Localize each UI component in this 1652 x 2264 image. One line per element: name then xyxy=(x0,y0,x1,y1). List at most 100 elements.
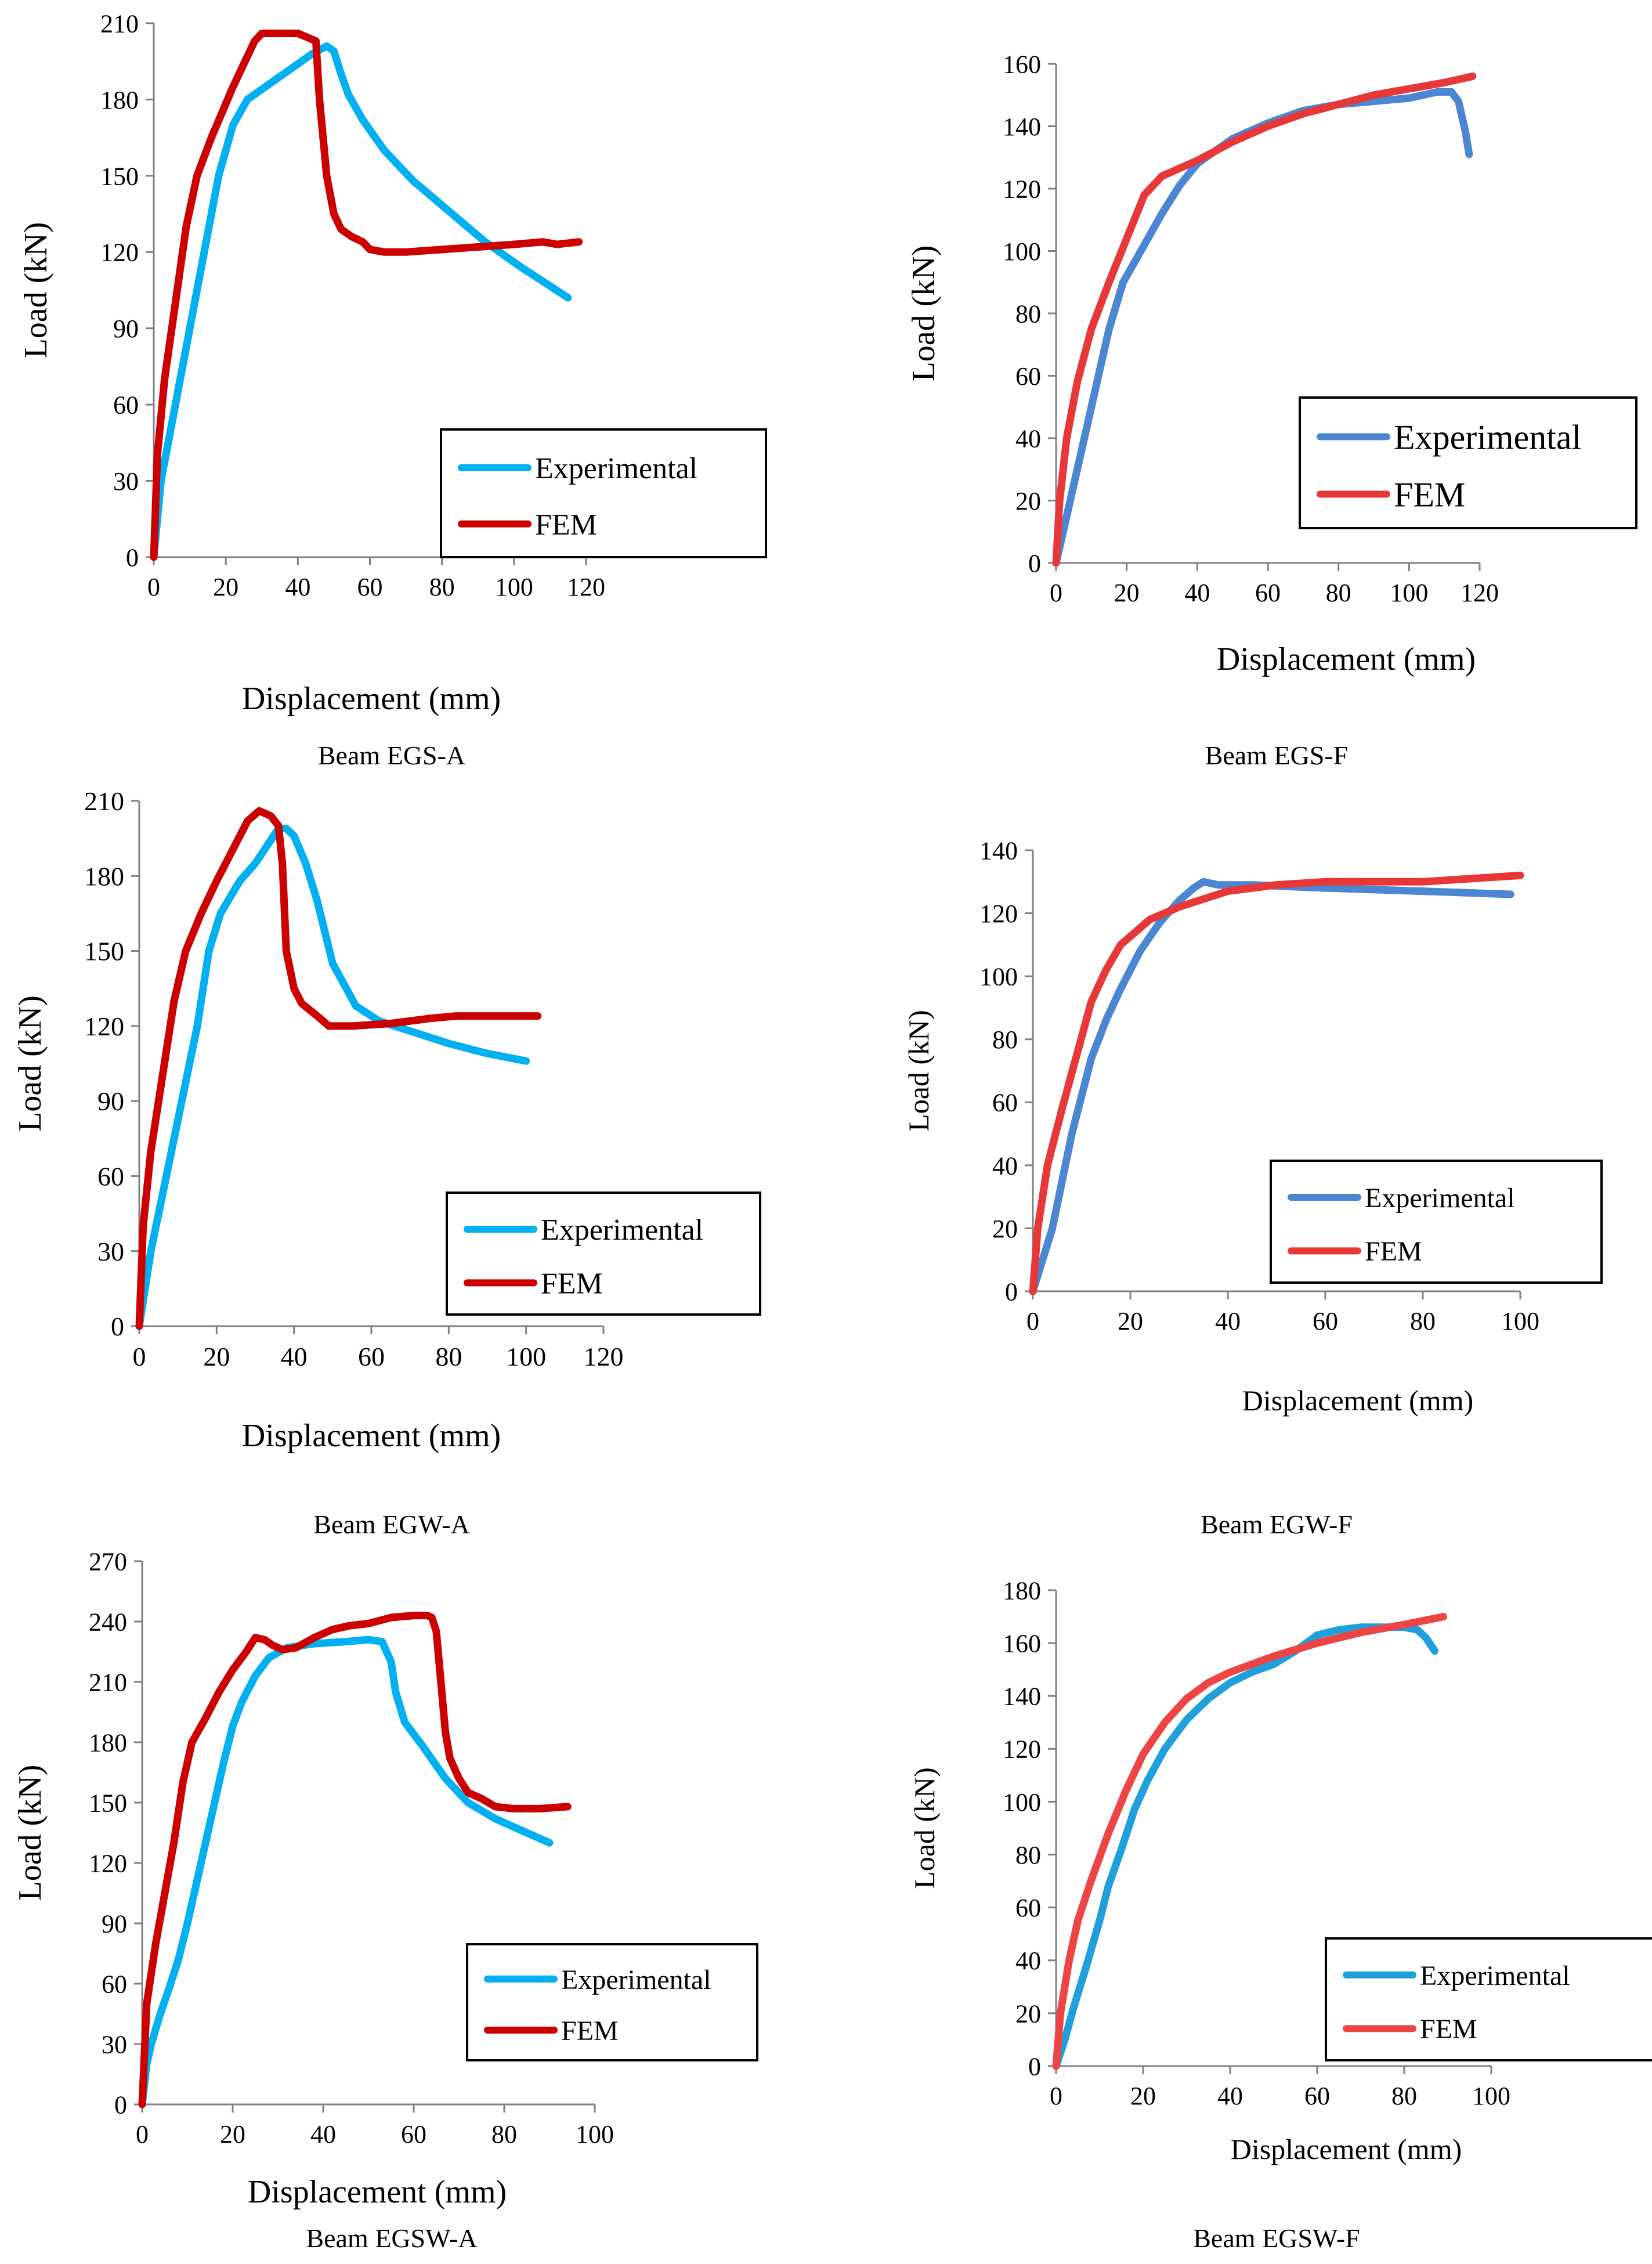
series-fem-line xyxy=(138,1612,572,2108)
x-axis-label: Displacement (mm) xyxy=(242,681,501,717)
x-tick-label: 60 xyxy=(357,573,383,601)
y-tick-label: 180 xyxy=(100,86,139,114)
legend: Experimental FEM xyxy=(1299,396,1637,529)
y-tick-label: 270 xyxy=(89,1547,127,1576)
y-tick-label: 180 xyxy=(84,861,124,891)
y-tick-label: 0 xyxy=(111,1312,124,1341)
y-tick-label: 60 xyxy=(113,391,139,420)
y-tick-label: 120 xyxy=(89,1849,127,1877)
x-tick-label: 120 xyxy=(1461,579,1499,607)
x-tick-label: 0 xyxy=(133,1342,146,1371)
y-tick-label: 80 xyxy=(1015,299,1041,328)
legend-label-experimental: Experimental xyxy=(1365,1183,1515,1214)
legend-box xyxy=(1325,1937,1652,2061)
legend-label-experimental: Experimental xyxy=(535,452,697,485)
x-tick-label: 0 xyxy=(1026,1307,1039,1335)
chart-4: 0 20 40 60 80 100 120 140 0 20 40 60 80 100 Load (kN) D… xyxy=(902,836,1603,1417)
y-tick-label: 120 xyxy=(100,239,139,267)
legend: Experimental FEM xyxy=(446,1191,761,1316)
x-tick-label: 20 xyxy=(203,1342,230,1371)
x-axis-label: Displacement (mm) xyxy=(1242,1384,1474,1417)
y-tick-label: 0 xyxy=(126,543,139,572)
legend-label-fem: FEM xyxy=(1365,1236,1422,1267)
chart-caption: Beam EGW-A xyxy=(313,1510,470,1539)
y-tick-label: 60 xyxy=(97,1162,124,1191)
x-tick-label: 120 xyxy=(584,1342,624,1371)
x-tick-label: 80 xyxy=(429,573,455,601)
y-tick-label: 30 xyxy=(113,467,139,496)
y-tick-label: 0 xyxy=(1005,1277,1018,1306)
x-tick-label: 0 xyxy=(136,2120,149,2149)
legend-label-experimental: Experimental xyxy=(1420,1960,1570,1991)
x-tick-label: 100 xyxy=(1501,1307,1539,1335)
x-tick-label: 80 xyxy=(1410,1307,1436,1335)
x-tick-label: 80 xyxy=(491,2120,517,2149)
series-experimental-line xyxy=(138,1635,554,2108)
y-tick-label: 120 xyxy=(1003,1735,1041,1764)
x-tick-label: 100 xyxy=(1472,2082,1510,2110)
legend-label-fem: FEM xyxy=(1420,2014,1477,2045)
x-tick-label: 20 xyxy=(220,2120,245,2149)
y-tick-label: 100 xyxy=(1003,1788,1041,1817)
legend-label-fem: FEM xyxy=(541,1268,603,1301)
chart-6: 0 20 40 60 80 100 120 140 160 180 0 20 40 60 80 100 Load… xyxy=(908,1576,1652,2165)
legend-box xyxy=(440,428,767,558)
legend: Experimental FEM xyxy=(1270,1160,1603,1284)
chart-caption: Beam EGSW-A xyxy=(306,2223,478,2253)
y-tick-label: 140 xyxy=(1003,113,1041,141)
y-tick-label: 60 xyxy=(1015,362,1041,391)
y-tick-label: 120 xyxy=(84,1012,124,1041)
x-tick-label: 40 xyxy=(1217,2082,1243,2110)
x-tick-label: 80 xyxy=(1326,579,1351,607)
chart-5: 0 30 60 90 120 150 180 210 240 270 0 20 40 60 80 100 Loa… xyxy=(12,1547,758,2210)
legend-box xyxy=(446,1191,761,1316)
y-tick-label: 60 xyxy=(1015,1894,1041,1922)
y-tick-label: 120 xyxy=(1003,175,1041,203)
y-axis-label: Load (kN) xyxy=(902,1010,935,1132)
legend-label-experimental: Experimental xyxy=(1394,418,1581,457)
x-tick-label: 60 xyxy=(1255,579,1281,607)
x-tick-label: 0 xyxy=(1050,2082,1062,2110)
x-tick-label: 60 xyxy=(358,1342,385,1371)
chart-caption: Beam EGW-F xyxy=(1201,1510,1353,1539)
y-tick-label: 150 xyxy=(84,937,124,966)
x-tick-label: 80 xyxy=(435,1342,462,1371)
y-tick-label: 80 xyxy=(1015,1841,1041,1869)
y-tick-label: 30 xyxy=(97,1237,124,1266)
legend: Experimental FEM xyxy=(466,1943,758,2061)
x-axis-label: Displacement (mm) xyxy=(242,1418,501,1454)
y-tick-label: 180 xyxy=(1003,1576,1041,1605)
y-tick-label: 160 xyxy=(1003,1630,1041,1658)
chart-1: 0 30 60 90 120 150 180 210 0 20 40 60 80 100 120 Load (… xyxy=(18,9,767,717)
x-tick-label: 60 xyxy=(1313,1307,1338,1335)
series-fem-line xyxy=(135,807,542,1330)
y-tick-label: 120 xyxy=(979,900,1018,928)
x-tick-label: 0 xyxy=(147,573,160,601)
legend-label-experimental: Experimental xyxy=(541,1214,703,1247)
y-tick-label: 240 xyxy=(89,1608,127,1636)
y-tick-label: 60 xyxy=(992,1089,1018,1117)
x-tick-label: 120 xyxy=(567,573,605,601)
y-axis-label: Load (kN) xyxy=(908,1767,941,1889)
y-tick-label: 40 xyxy=(1015,1947,1041,1975)
y-tick-label: 0 xyxy=(1028,2052,1041,2081)
x-tick-label: 20 xyxy=(213,573,238,601)
y-tick-label: 80 xyxy=(992,1026,1018,1054)
legend-box xyxy=(1270,1160,1603,1284)
legend: Experimental FEM xyxy=(440,428,767,558)
chart-caption: Beam EGSW-F xyxy=(1193,2223,1360,2253)
y-tick-label: 100 xyxy=(1003,237,1041,266)
series-fem-line xyxy=(150,30,583,561)
y-tick-label: 150 xyxy=(89,1789,127,1817)
x-tick-label: 40 xyxy=(281,1342,308,1371)
x-axis-label: Displacement (mm) xyxy=(248,2174,507,2210)
x-axis-label: Displacement (mm) xyxy=(1231,2133,1462,2165)
y-tick-label: 100 xyxy=(979,963,1018,991)
y-tick-label: 30 xyxy=(102,2030,127,2059)
y-tick-label: 90 xyxy=(113,315,139,343)
y-tick-label: 20 xyxy=(1015,487,1041,515)
chart-2: 0 20 40 60 80 100 120 140 160 0 20 40 60 80 100 120 Load… xyxy=(906,50,1637,677)
legend-label-fem: FEM xyxy=(561,2016,619,2046)
y-tick-label: 90 xyxy=(102,1909,127,1938)
